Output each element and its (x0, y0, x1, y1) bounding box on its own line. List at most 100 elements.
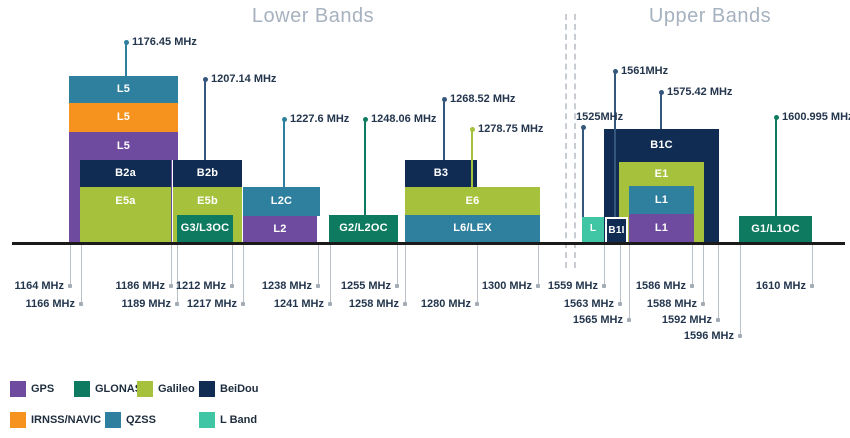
marker-line-1600-995-mhz (775, 117, 777, 216)
tick-label: 1610 MHz (755, 280, 806, 292)
band-label: B1I (608, 225, 625, 236)
legend-label-beidou: BeiDou (220, 383, 259, 395)
band-label: L (589, 223, 597, 234)
band-label: L6/LEX (453, 222, 492, 234)
tick-label: 1255 MHz (340, 280, 391, 292)
tick-line-1592-mhz (717, 245, 719, 319)
band-beidou-b1i: B1I (605, 217, 628, 242)
marker-dot (202, 76, 208, 82)
tick-dot (810, 284, 814, 288)
band-qzss-l2c: L2C (243, 187, 320, 216)
tick-line-1164-mhz (69, 245, 71, 285)
band-label: G3/L3OC (180, 222, 230, 234)
legend-label-irnss-navic: IRNSS/NAVIC (31, 414, 102, 426)
band-label: E5b (197, 195, 218, 207)
tick-dot (328, 302, 332, 306)
tick-dot (316, 284, 320, 288)
marker-label: 1525MHz (576, 111, 624, 123)
legend-swatch-glonass (74, 381, 90, 397)
tick-line-1166-mhz (80, 245, 82, 303)
tick-label: 1565 MHz (572, 314, 623, 326)
band-qzss-l6-lex: L6/LEX (405, 215, 540, 242)
tick-label: 1592 MHz (661, 314, 712, 326)
band-label: G1/L1OC (751, 223, 800, 235)
band-separator-dashed-line (565, 14, 567, 268)
legend-swatch-galileo (137, 381, 153, 397)
tick-dot (403, 302, 407, 306)
band-label: L5 (116, 83, 131, 95)
band-gps-l2: L2 (243, 216, 317, 242)
legend-swatch-l-band (199, 412, 215, 428)
tick-dot (602, 284, 606, 288)
band-label: L1 (654, 194, 669, 206)
tick-dot (175, 302, 179, 306)
tick-line-1596-mhz (739, 245, 741, 335)
marker-line-1278-75-mhz (471, 129, 473, 187)
marker-line-1227-6-mhz (283, 119, 285, 187)
tick-dot (536, 284, 540, 288)
marker-line-1207-14-mhz (204, 79, 206, 160)
legend-swatch-gps (10, 381, 26, 397)
tick-label: 1258 MHz (348, 298, 399, 310)
band-glonass-g3-l3oc: G3/L3OC (177, 215, 233, 242)
upper-bands-title: Upper Bands (648, 5, 772, 27)
tick-dot (716, 318, 720, 322)
tick-dot (738, 334, 742, 338)
tick-line-1241-mhz (329, 245, 331, 303)
tick-label: 1300 MHz (481, 280, 532, 292)
legend-label-galileo: Galileo (158, 383, 195, 395)
marker-dot (773, 114, 779, 120)
tick-line-1186-mhz (170, 245, 172, 285)
band-beidou-b2b: B2b (172, 160, 242, 187)
marker-label: 1600.995 MHz (782, 111, 850, 123)
marker-line-1176-45-mhz (125, 42, 127, 76)
tick-label: 1166 MHz (25, 298, 75, 310)
tick-label: 1596 MHz (683, 330, 734, 342)
tick-label: 1559 MHz (547, 280, 598, 292)
marker-line-1575-42-mhz (660, 92, 662, 129)
tick-line-1189-mhz (176, 245, 178, 303)
band-galileo-e6: E6 (405, 187, 540, 215)
band-label: L2 (273, 223, 287, 235)
tick-label: 1241 MHz (273, 298, 324, 310)
legend-label-gps: GPS (31, 383, 55, 395)
marker-line-1561mhz (614, 71, 616, 217)
legend-label-glonass: GLONASS (95, 383, 150, 395)
tick-dot (475, 302, 479, 306)
band-label: E6 (465, 195, 480, 207)
marker-label: 1278.75 MHz (478, 123, 544, 135)
tick-label: 1217 MHz (186, 298, 237, 310)
marker-label: 1268.52 MHz (450, 93, 516, 105)
marker-label: 1227.6 MHz (290, 113, 350, 125)
band-separator-dashed-line (574, 14, 576, 268)
band-label: B2a (115, 167, 136, 179)
band-label: B2b (196, 167, 219, 179)
marker-dot (123, 39, 129, 45)
legend-swatch-qzss (105, 412, 121, 428)
tick-dot (701, 302, 705, 306)
tick-dot (627, 318, 631, 322)
marker-label: 1176.45 MHz (132, 36, 197, 48)
band-galileo-e5a: E5a (80, 187, 171, 242)
tick-dot (618, 302, 622, 306)
band-beidou-b3: B3 (405, 160, 477, 187)
marker-label: 1207.14 MHz (211, 73, 277, 85)
tick-label: 1189 MHz (121, 298, 171, 310)
band-glonass-g1-l1oc: G1/L1OC (739, 216, 812, 242)
legend-label-qzss: QZSS (126, 414, 156, 426)
tick-label: 1186 MHz (115, 280, 165, 292)
tick-dot (230, 284, 234, 288)
band-lband-l: L (582, 217, 604, 242)
tick-label: 1238 MHz (261, 280, 312, 292)
marker-line-1525mhz (582, 127, 584, 217)
tick-dot (169, 284, 173, 288)
marker-dot (281, 116, 287, 122)
band-glonass-g2-l2oc: G2/L2OC (329, 215, 398, 242)
band-irnss-l5: L5 (69, 103, 178, 132)
marker-dot (441, 96, 447, 102)
tick-label: 1212 MHz (175, 280, 226, 292)
tick-label: 1164 MHz (14, 280, 64, 292)
tick-label: 1280 MHz (420, 298, 471, 310)
tick-line-1565-mhz (628, 245, 630, 319)
